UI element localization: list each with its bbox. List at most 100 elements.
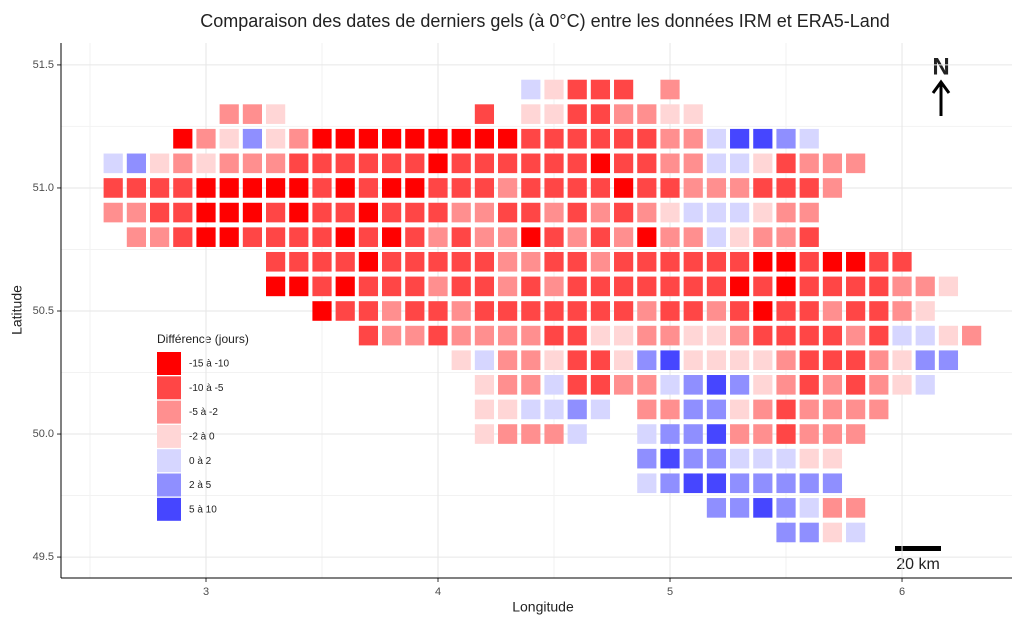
tile bbox=[799, 522, 819, 543]
tile bbox=[799, 325, 819, 346]
tile bbox=[822, 178, 843, 198]
tile bbox=[266, 251, 286, 272]
tile bbox=[474, 227, 495, 247]
tile bbox=[637, 424, 657, 444]
tile bbox=[312, 178, 332, 198]
tile bbox=[428, 227, 448, 247]
tile bbox=[753, 202, 773, 223]
tile bbox=[219, 104, 239, 124]
tile bbox=[567, 128, 587, 149]
tile bbox=[266, 202, 286, 223]
tile bbox=[498, 375, 518, 395]
tile bbox=[753, 276, 773, 297]
tile bbox=[683, 178, 703, 198]
tile bbox=[683, 473, 703, 494]
tile bbox=[590, 128, 611, 149]
tile bbox=[660, 104, 680, 124]
tile bbox=[660, 399, 680, 420]
tile bbox=[637, 202, 657, 223]
tile bbox=[498, 424, 518, 444]
tile bbox=[335, 251, 355, 272]
tile bbox=[428, 325, 448, 346]
tile bbox=[706, 202, 727, 223]
tile bbox=[498, 251, 518, 272]
tile bbox=[451, 301, 471, 321]
tile bbox=[451, 178, 471, 198]
tile bbox=[938, 325, 959, 346]
tile bbox=[382, 251, 402, 272]
tile bbox=[173, 227, 193, 247]
tile bbox=[683, 227, 703, 247]
tile bbox=[660, 325, 680, 346]
tile bbox=[428, 153, 448, 174]
tile bbox=[567, 325, 587, 346]
tile bbox=[892, 301, 912, 321]
tile bbox=[706, 424, 727, 444]
tile bbox=[312, 251, 332, 272]
tile bbox=[358, 153, 379, 174]
tile bbox=[683, 301, 703, 321]
tile bbox=[266, 178, 286, 198]
tile bbox=[428, 178, 448, 198]
tile bbox=[660, 202, 680, 223]
tile bbox=[521, 178, 541, 198]
tile bbox=[219, 153, 239, 174]
tile bbox=[358, 325, 379, 346]
legend-label: 0 à 2 bbox=[189, 456, 212, 467]
tile bbox=[776, 251, 796, 272]
tile bbox=[706, 276, 727, 297]
tile bbox=[799, 301, 819, 321]
scale-label: 20 km bbox=[896, 556, 940, 573]
north-label: N bbox=[932, 53, 949, 80]
tile bbox=[683, 375, 703, 395]
tile bbox=[660, 178, 680, 198]
tile bbox=[822, 473, 843, 494]
y-tick-label: 51.0 bbox=[33, 182, 54, 194]
tile bbox=[822, 424, 843, 444]
tile bbox=[706, 473, 727, 494]
tile bbox=[544, 276, 564, 297]
tile bbox=[962, 325, 982, 346]
tile bbox=[822, 251, 843, 272]
tile bbox=[590, 375, 611, 395]
tile bbox=[753, 424, 773, 444]
tile bbox=[544, 301, 564, 321]
tile bbox=[869, 276, 889, 297]
tile bbox=[822, 498, 843, 518]
tile bbox=[614, 153, 634, 174]
tile bbox=[683, 251, 703, 272]
tile bbox=[776, 227, 796, 247]
scale-bar bbox=[895, 546, 941, 551]
tile bbox=[892, 375, 912, 395]
tile bbox=[428, 301, 448, 321]
legend-swatch bbox=[157, 497, 181, 521]
tile bbox=[869, 251, 889, 272]
tile bbox=[799, 251, 819, 272]
tile bbox=[335, 153, 355, 174]
tile bbox=[846, 276, 866, 297]
tile bbox=[660, 473, 680, 494]
tile bbox=[660, 153, 680, 174]
tile bbox=[103, 178, 123, 198]
tile bbox=[637, 473, 657, 494]
tile bbox=[173, 153, 193, 174]
tile bbox=[846, 325, 866, 346]
tile bbox=[266, 276, 286, 297]
tile bbox=[637, 350, 657, 371]
tile bbox=[474, 350, 495, 371]
tile bbox=[660, 251, 680, 272]
tile bbox=[753, 128, 773, 149]
tile bbox=[706, 178, 727, 198]
tile bbox=[706, 301, 727, 321]
tile bbox=[289, 227, 309, 247]
tile bbox=[474, 153, 495, 174]
legend-swatch bbox=[157, 473, 181, 497]
tile bbox=[521, 251, 541, 272]
tile bbox=[521, 227, 541, 247]
tile bbox=[289, 153, 309, 174]
legend-label: -2 à 0 bbox=[189, 432, 215, 443]
tile bbox=[915, 276, 935, 297]
tile bbox=[637, 178, 657, 198]
tile bbox=[614, 301, 634, 321]
tile bbox=[521, 202, 541, 223]
